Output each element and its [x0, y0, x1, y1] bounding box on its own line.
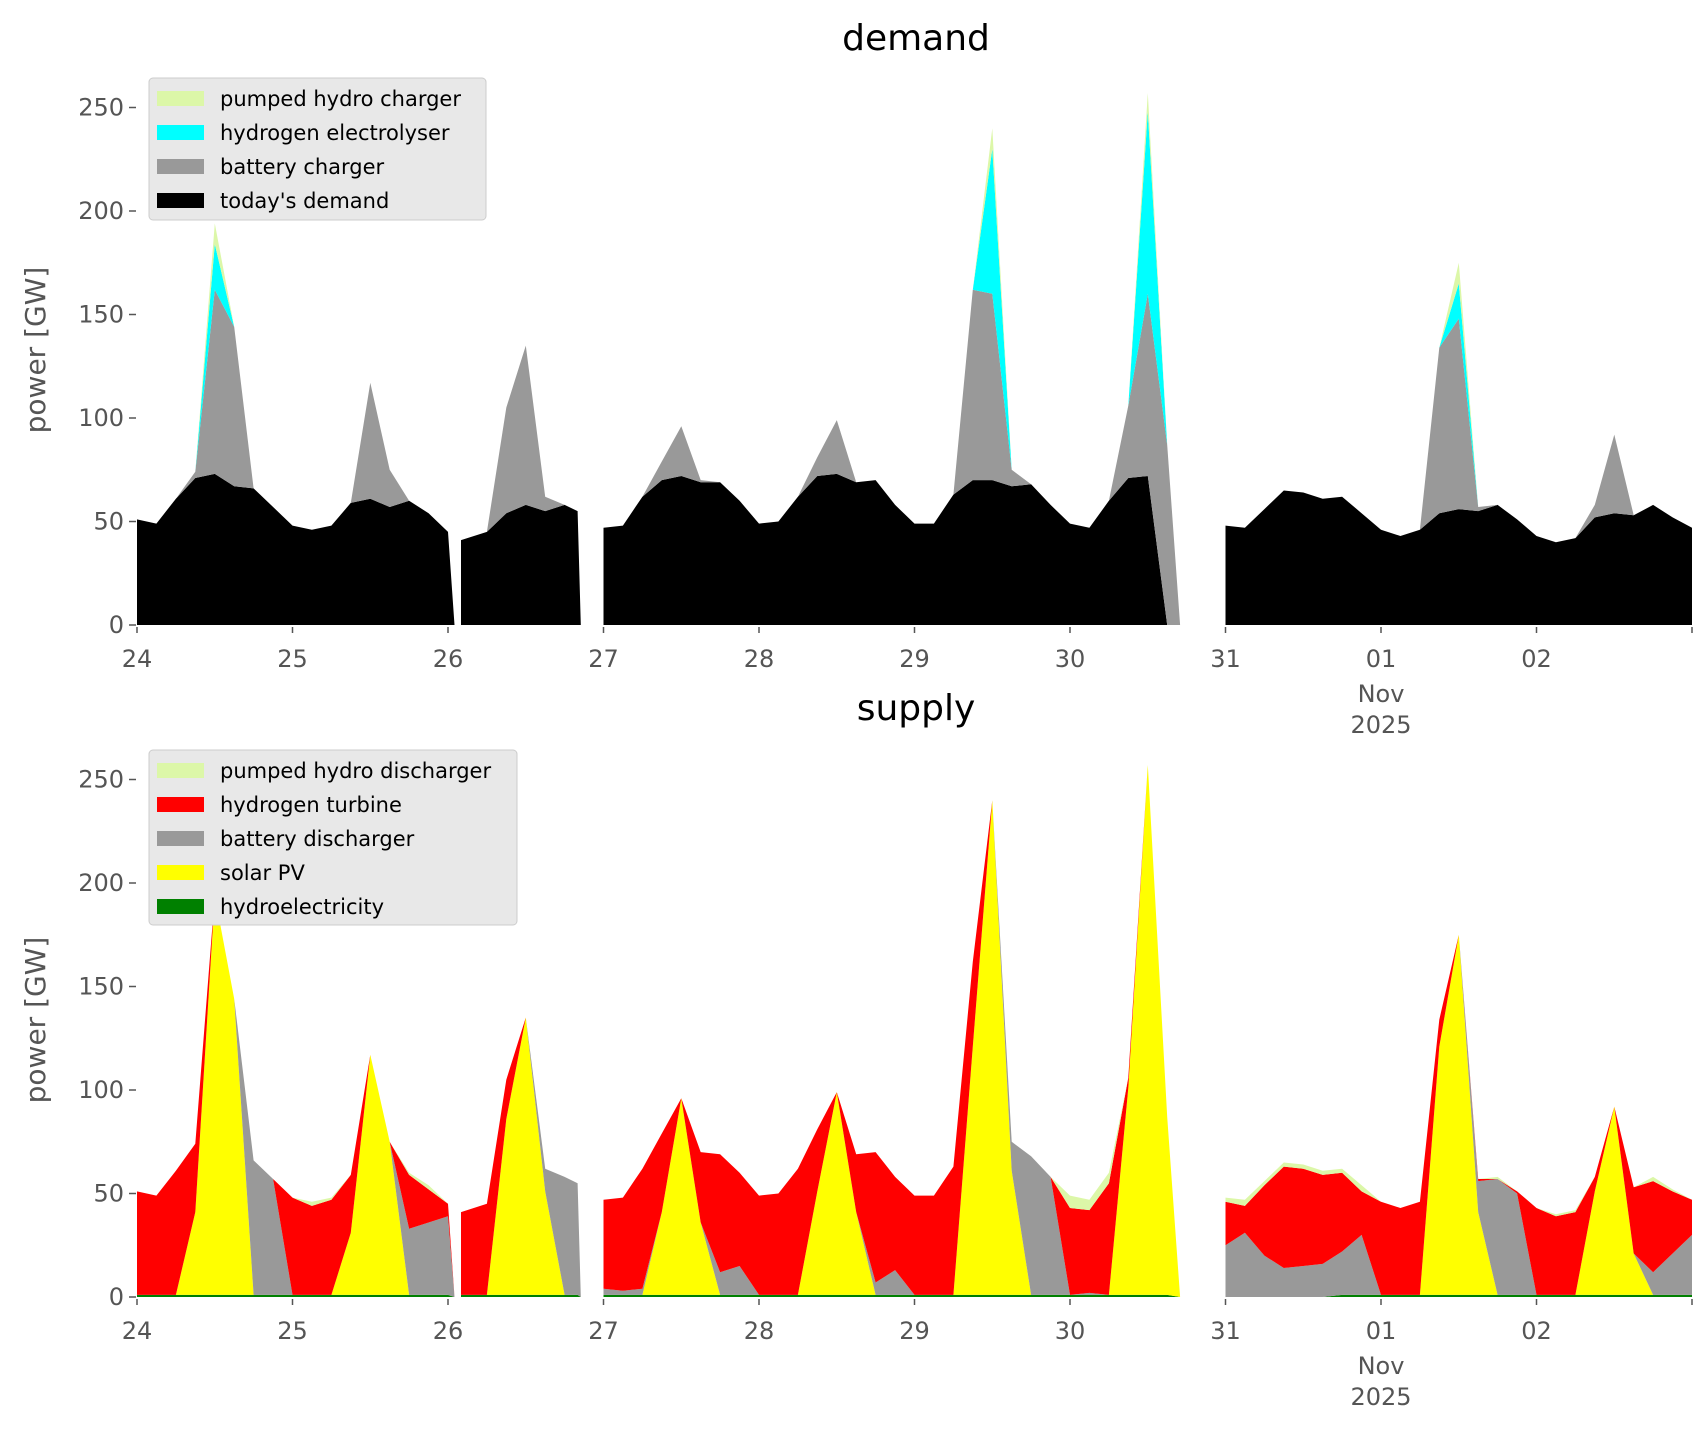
- x-tick-year: 2025: [1350, 1383, 1411, 1411]
- x-tick-label: 28: [744, 645, 775, 673]
- area-battery-discharger: [603, 765, 1181, 1297]
- x-tick-label: 27: [588, 645, 619, 673]
- area-hydrogen-turbine: [137, 895, 455, 1297]
- x-tick-label: 26: [433, 1317, 464, 1345]
- legend-label: battery charger: [220, 155, 385, 179]
- legend-swatch-pumped-hydro-discharger: [157, 763, 204, 778]
- area-hydroelectricity: [461, 1294, 581, 1297]
- x-tick-label: 27: [588, 1317, 619, 1345]
- x-tick-year: 2025: [1350, 711, 1411, 739]
- y-tick-label: 150: [78, 973, 124, 1001]
- y-tick-label: 100: [78, 404, 124, 432]
- area-battery-charger: [1225, 318, 1692, 543]
- legend-label: hydrogen electrolyser: [220, 121, 450, 145]
- area-hydroelectricity: [137, 1294, 455, 1297]
- legend: pumped hydro charger hydrogen electrolys…: [148, 77, 487, 221]
- stacked-areas: [137, 765, 1692, 1297]
- x-tick-label: 24: [122, 645, 153, 673]
- legend: pumped hydro discharger hydrogen turbine…: [148, 749, 518, 926]
- legend-label: battery discharger: [220, 827, 415, 851]
- legend-label: hydrogen turbine: [220, 793, 402, 817]
- x-tick-month: Nov: [1358, 680, 1405, 708]
- x-tick-label: 31: [1210, 1317, 1241, 1345]
- area-battery-discharger: [1225, 934, 1692, 1297]
- legend-swatch-battery-charger: [157, 159, 204, 174]
- legend-swatch-hydroelectricity: [157, 899, 204, 914]
- legend-swatch-battery-discharger: [157, 831, 204, 846]
- x-tick-month: Nov: [1358, 1352, 1405, 1380]
- x-tick-label: 28: [744, 1317, 775, 1345]
- x-tick-label: 25: [277, 1317, 308, 1345]
- y-tick-label: 200: [78, 197, 124, 225]
- y-axis-label: power [GW]: [19, 937, 52, 1104]
- area-today-s-demand: [603, 473, 1181, 625]
- legend-box: [148, 77, 487, 221]
- y-tick-label: 250: [78, 94, 124, 122]
- x-tick-label: 26: [433, 645, 464, 673]
- supply-chart: supply power [GW] 0 50 100 150 200 250 24 25 26 2…: [19, 688, 1693, 1411]
- chart-title: supply: [857, 688, 976, 729]
- area-hydroelectricity: [1225, 1294, 1692, 1297]
- x-tick-label: 25: [277, 645, 308, 673]
- y-tick-label: 150: [78, 301, 124, 329]
- x-tick-label: 02: [1521, 645, 1552, 673]
- x-tick-label: 01: [1366, 1317, 1397, 1345]
- x-tick-label: 24: [122, 1317, 153, 1345]
- y-tick-label: 250: [78, 766, 124, 794]
- y-tick-label: 0: [109, 611, 124, 639]
- legend-label: pumped hydro discharger: [220, 759, 491, 783]
- area-battery-discharger: [461, 1017, 581, 1297]
- legend-swatch-pumped-hydro-charger: [157, 91, 204, 106]
- stacked-areas: [137, 93, 1692, 626]
- area-battery-charger: [137, 289, 455, 625]
- y-axis-label: power [GW]: [19, 267, 52, 434]
- x-tick-label: 30: [1055, 645, 1086, 673]
- legend-label: solar PV: [220, 861, 305, 885]
- area-hydroelectricity: [603, 1294, 1181, 1297]
- y-tick-label: 200: [78, 869, 124, 897]
- x-tick-label: 01: [1366, 645, 1397, 673]
- area-battery-discharger: [137, 895, 455, 1297]
- x-tick-label: 02: [1521, 1317, 1552, 1345]
- area-hydrogen-turbine: [1225, 934, 1692, 1295]
- x-tick-label: 31: [1210, 645, 1241, 673]
- x-tick-label: 30: [1055, 1317, 1086, 1345]
- axes: 0 50 100 150 200 250 24 25 26 27 28 29 30 31 01 Nov 2025…: [78, 94, 1693, 739]
- legend-swatch-solar-pv: [157, 865, 204, 880]
- area-today-s-demand: [461, 504, 581, 625]
- legend-box: [148, 749, 518, 926]
- x-tick-label: 29: [899, 645, 930, 673]
- chart-title: demand: [842, 18, 990, 59]
- y-tick-label: 0: [109, 1283, 124, 1311]
- area-today-s-demand: [137, 473, 455, 625]
- area-hydrogen-turbine: [603, 765, 1181, 1297]
- legend-label: pumped hydro charger: [220, 87, 461, 111]
- area-battery-charger: [461, 345, 581, 625]
- demand-chart: demand power [GW] 0 50 100 150 200 250 24 25 26 2…: [19, 18, 1693, 739]
- area-solar-pv: [1225, 934, 1692, 1297]
- legend-swatch-hydrogen-turbine: [157, 797, 204, 812]
- y-tick-label: 100: [78, 1076, 124, 1104]
- area-solar-pv: [603, 765, 1181, 1297]
- y-tick-label: 50: [93, 1180, 124, 1208]
- x-tick-label: 29: [899, 1317, 930, 1345]
- legend-swatch-todays-demand: [157, 193, 204, 208]
- area-solar-pv: [137, 895, 455, 1297]
- legend-label: today's demand: [220, 189, 389, 213]
- area-hydrogen-turbine: [461, 1017, 581, 1297]
- axes: 0 50 100 150 200 250 24 25 26 27 28 29 30 31 01 Nov 2025…: [78, 766, 1693, 1411]
- area-solar-pv: [461, 1017, 581, 1297]
- legend-label: hydroelectricity: [220, 895, 384, 919]
- legend-swatch-hydrogen-electrolyser: [157, 125, 204, 140]
- y-tick-label: 50: [93, 508, 124, 536]
- area-today-s-demand: [1225, 490, 1692, 625]
